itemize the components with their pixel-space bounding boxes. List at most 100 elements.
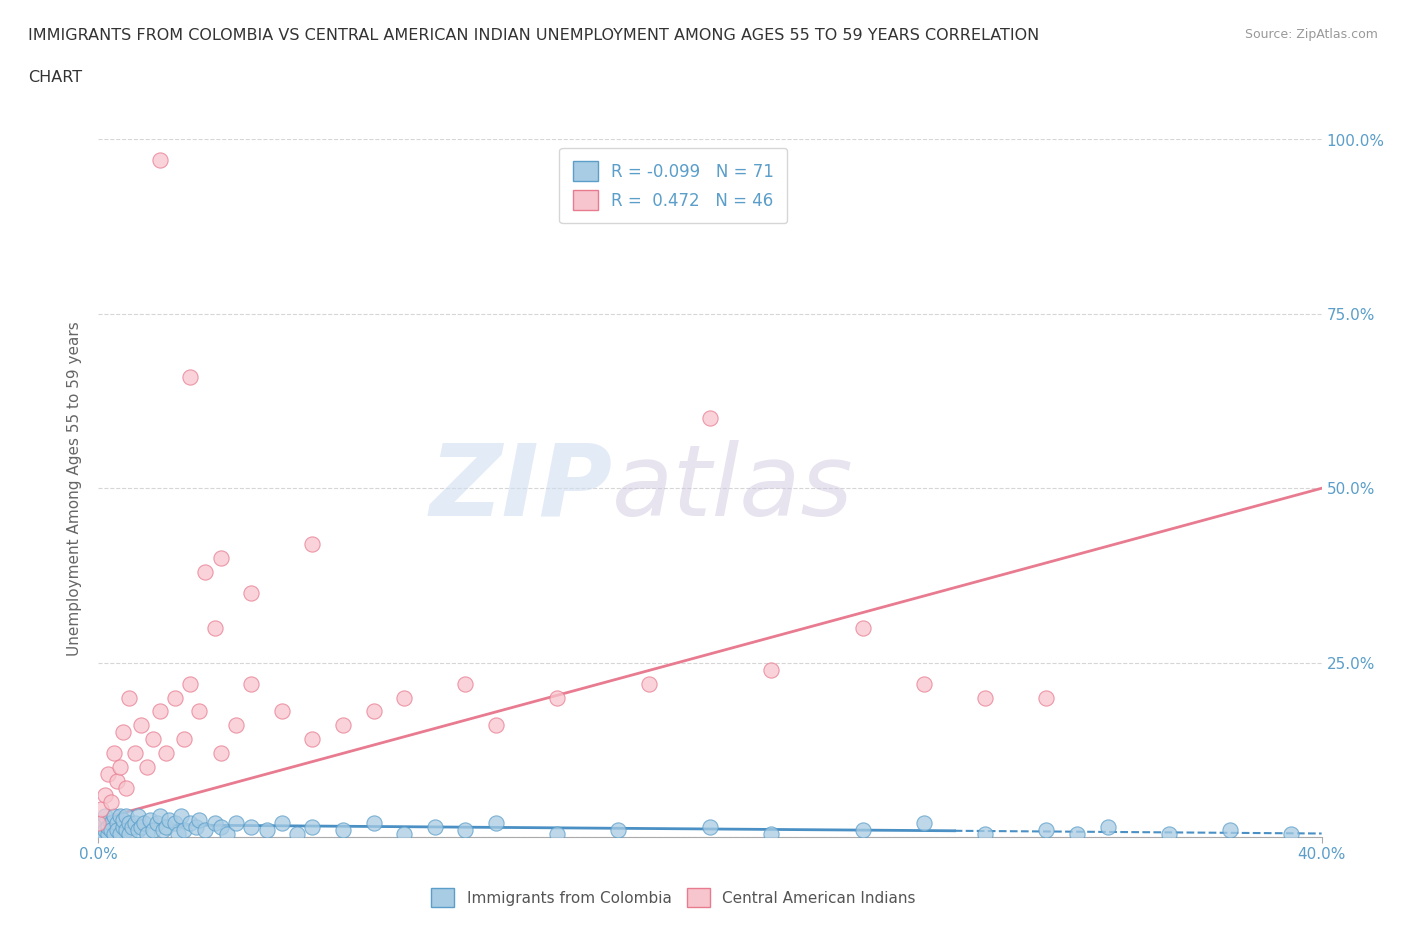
Point — [912, 676, 935, 691]
Point — [270, 816, 292, 830]
Point — [240, 676, 263, 691]
Point — [90, 802, 112, 817]
Point — [103, 826, 125, 841]
Point — [204, 620, 226, 635]
Text: atlas: atlas — [612, 440, 853, 537]
Point — [332, 823, 354, 838]
Point — [240, 819, 263, 834]
Text: IMMIGRANTS FROM COLOMBIA VS CENTRAL AMERICAN INDIAN UNEMPLOYMENT AMONG AGES 55 T: IMMIGRANTS FROM COLOMBIA VS CENTRAL AMER… — [28, 28, 1039, 43]
Point — [209, 819, 232, 834]
Point — [124, 816, 146, 830]
Point — [912, 816, 935, 830]
Point — [93, 809, 115, 824]
Point — [363, 704, 385, 719]
Point — [186, 819, 208, 834]
Point — [152, 823, 174, 838]
Point — [103, 746, 125, 761]
Point — [332, 718, 354, 733]
Point — [139, 812, 162, 827]
Point — [301, 537, 323, 551]
Point — [454, 676, 477, 691]
Point — [179, 676, 201, 691]
Point — [121, 819, 143, 834]
Point — [301, 732, 323, 747]
Point — [163, 816, 186, 830]
Point — [118, 690, 141, 705]
Point — [546, 826, 568, 841]
Point — [105, 823, 128, 838]
Point — [108, 826, 131, 841]
Point — [209, 551, 232, 565]
Point — [173, 823, 195, 838]
Point — [103, 809, 125, 824]
Point — [546, 690, 568, 705]
Point — [111, 819, 134, 834]
Text: Source: ZipAtlas.com: Source: ZipAtlas.com — [1244, 28, 1378, 41]
Point — [240, 586, 263, 601]
Point — [111, 725, 134, 740]
Point — [1157, 826, 1180, 841]
Point — [759, 826, 782, 841]
Point — [149, 153, 172, 168]
Point — [142, 823, 165, 838]
Point — [285, 826, 308, 841]
Point — [179, 369, 201, 384]
Point — [607, 823, 630, 838]
Point — [188, 704, 211, 719]
Point — [1279, 826, 1302, 841]
Point — [100, 794, 122, 809]
Point — [699, 819, 721, 834]
Point — [115, 809, 138, 824]
Point — [97, 766, 120, 781]
Point — [423, 819, 446, 834]
Legend: Immigrants from Colombia, Central American Indians: Immigrants from Colombia, Central Americ… — [425, 883, 921, 913]
Point — [155, 746, 177, 761]
Point — [225, 816, 247, 830]
Point — [179, 816, 201, 830]
Point — [270, 704, 292, 719]
Point — [108, 809, 131, 824]
Point — [108, 760, 131, 775]
Point — [194, 823, 217, 838]
Point — [204, 816, 226, 830]
Point — [256, 823, 278, 838]
Point — [167, 826, 190, 841]
Point — [149, 809, 172, 824]
Point — [124, 746, 146, 761]
Point — [90, 826, 112, 841]
Point — [1219, 823, 1241, 838]
Point — [134, 816, 156, 830]
Point — [157, 812, 180, 827]
Point — [225, 718, 247, 733]
Point — [215, 826, 238, 841]
Point — [173, 732, 195, 747]
Point — [93, 823, 115, 838]
Point — [87, 816, 110, 830]
Point — [115, 781, 138, 796]
Point — [145, 816, 167, 830]
Point — [118, 826, 141, 841]
Y-axis label: Unemployment Among Ages 55 to 59 years: Unemployment Among Ages 55 to 59 years — [67, 321, 83, 656]
Point — [637, 676, 661, 691]
Point — [90, 816, 112, 830]
Point — [485, 718, 508, 733]
Point — [97, 819, 120, 834]
Point — [188, 812, 211, 827]
Point — [974, 690, 997, 705]
Point — [1035, 690, 1057, 705]
Point — [127, 809, 149, 824]
Point — [301, 819, 323, 834]
Point — [136, 760, 159, 775]
Point — [105, 774, 128, 789]
Point — [363, 816, 385, 830]
Point — [699, 411, 721, 426]
Point — [392, 690, 416, 705]
Point — [87, 823, 110, 838]
Point — [1066, 826, 1088, 841]
Point — [1097, 819, 1119, 834]
Point — [155, 819, 177, 834]
Point — [1035, 823, 1057, 838]
Point — [852, 620, 875, 635]
Point — [454, 823, 477, 838]
Point — [194, 565, 217, 579]
